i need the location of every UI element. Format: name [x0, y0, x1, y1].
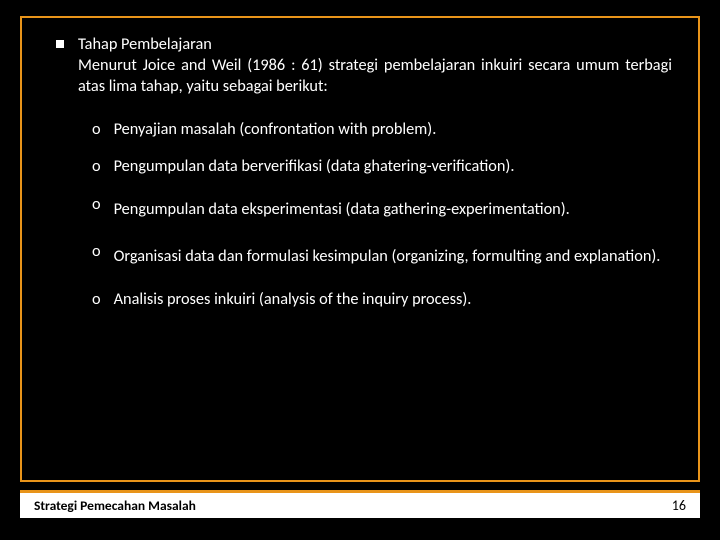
main-bullet: Tahap Pembelajaran Menurut Joice and Wei…: [56, 34, 672, 98]
list-item: o Penyajian masalah (confrontation with …: [92, 118, 672, 142]
o-bullet-icon: o: [92, 288, 101, 312]
o-bullet-icon: o: [92, 193, 101, 217]
list-item: o Analisis proses inkuiri (analysis of t…: [92, 288, 672, 312]
heading-block: Tahap Pembelajaran Menurut Joice and Wei…: [78, 34, 672, 98]
footer-title: Strategi Pemecahan Masalah: [34, 497, 196, 514]
o-bullet-icon: o: [92, 118, 101, 142]
o-bullet-icon: o: [92, 240, 101, 264]
heading-title: Tahap Pembelajaran: [78, 34, 672, 55]
o-bullet-icon: o: [92, 155, 101, 179]
square-bullet-icon: [56, 40, 64, 48]
list-item-text: Pengumpulan data berverifikasi (data gha…: [114, 155, 672, 179]
list-item: o Pengumpulan data eksperimentasi (data …: [92, 193, 672, 226]
list-item-text: Pengumpulan data eksperimentasi (data ga…: [114, 193, 672, 226]
content-area: Tahap Pembelajaran Menurut Joice and Wei…: [56, 34, 672, 325]
footer-bar: Strategi Pemecahan Masalah 16: [20, 490, 700, 518]
list-item-text: Penyajian masalah (confrontation with pr…: [114, 118, 672, 142]
list-item: o Organisasi data dan formulasi kesimpul…: [92, 240, 672, 273]
sub-list: o Penyajian masalah (confrontation with …: [92, 118, 672, 312]
list-item: o Pengumpulan data berverifikasi (data g…: [92, 155, 672, 179]
heading-body: Menurut Joice and Weil (1986 : 61) strat…: [78, 55, 672, 97]
page-number: 16: [672, 497, 686, 514]
list-item-text: Organisasi data dan formulasi kesimpulan…: [114, 240, 672, 273]
list-item-text: Analisis proses inkuiri (analysis of the…: [114, 288, 672, 312]
